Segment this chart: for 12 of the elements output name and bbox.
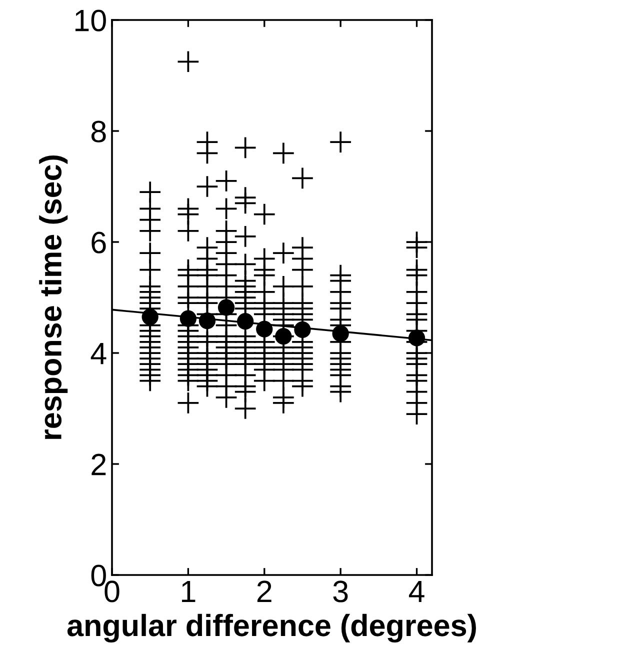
y-tick-label: 2 — [92, 454, 106, 476]
x-tick-label: 4 — [408, 580, 424, 602]
x-tick-label: 1 — [182, 580, 196, 602]
y-tick-label: 10 — [75, 10, 106, 32]
x-axis-title: angular difference (degrees) — [67, 614, 476, 643]
x-tick-label: 3 — [333, 580, 348, 602]
y-tick-label: 4 — [90, 343, 106, 364]
y-tick-label: 0 — [91, 564, 106, 586]
y-tick-label: 8 — [91, 120, 106, 142]
y-tick-label: 6 — [92, 232, 106, 254]
y-axis-title: response time (sec) — [39, 156, 68, 439]
x-tick-label: 2 — [257, 580, 272, 602]
